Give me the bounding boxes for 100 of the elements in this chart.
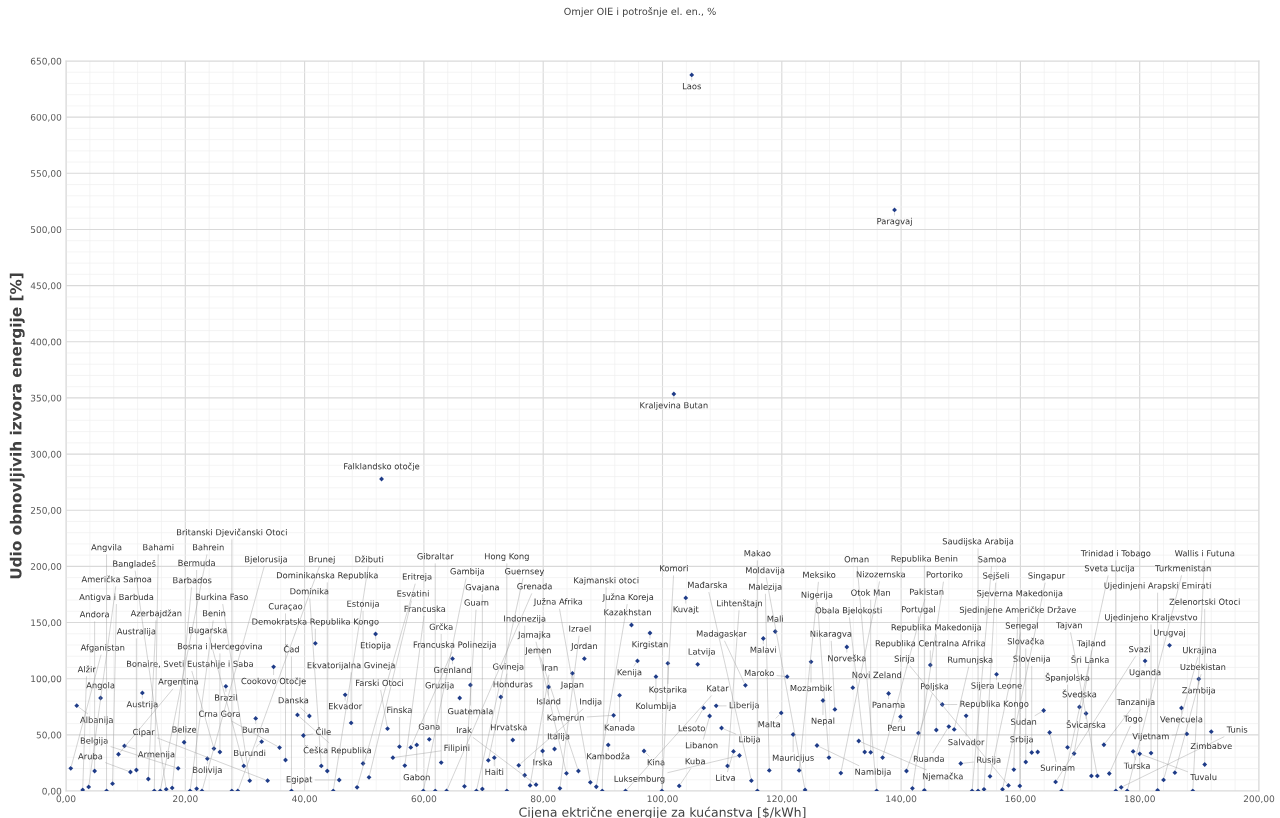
data-label: Bosna i Hercegovina: [177, 642, 262, 652]
data-label: Luksemburg: [614, 775, 665, 784]
data-label: Češka Republika: [303, 745, 371, 755]
data-label: Uganda: [1129, 668, 1161, 677]
data-label: Belize: [172, 726, 197, 733]
data-label: Turska: [1123, 762, 1150, 769]
data-label: Peru: [888, 724, 906, 732]
data-label: Bahrein: [193, 543, 224, 551]
data-label: Cipar: [133, 728, 155, 737]
data-label: Etiopija: [360, 641, 391, 650]
data-label: Norveška: [828, 654, 866, 662]
data-label: Južna Afrika: [533, 597, 583, 607]
data-label: Burma: [242, 726, 269, 733]
data-label: Meksiko: [803, 571, 836, 578]
data-label: Francuska: [404, 605, 446, 612]
data-label: Sejšeli: [983, 571, 1009, 581]
data-label: Grenada: [517, 582, 552, 590]
y-tick-label: 650,00: [30, 57, 62, 66]
data-label: Vijetnam: [1132, 732, 1169, 741]
chart-title: Omjer OIE i potrošnje el. en., %: [564, 7, 716, 17]
data-label: Trinidad i Tobago: [1080, 549, 1151, 558]
data-label: Nikaragva: [810, 630, 852, 639]
y-tick-label: 350,00: [30, 394, 62, 403]
data-label: Ekvador: [329, 702, 363, 710]
data-label: Mauricijus: [772, 754, 814, 763]
data-label: Kina: [647, 758, 665, 766]
data-label: Dominikanska Republika: [276, 571, 378, 581]
data-label: Čile: [316, 727, 331, 735]
data-label: Guatemala: [447, 707, 493, 715]
data-label: Rusija: [977, 756, 1001, 765]
data-label: Guam: [464, 599, 489, 606]
x-tick-label: 160,00: [1005, 795, 1036, 804]
x-tick-label: 140,00: [886, 795, 917, 804]
data-label: Eritreja: [402, 573, 432, 582]
data-label: Oman: [844, 556, 869, 563]
data-label: Argentina: [158, 678, 199, 687]
data-label: Novi Zeland: [852, 671, 902, 679]
data-label: Gruzija: [425, 681, 454, 691]
data-label: Kazakhstan: [604, 608, 651, 616]
data-label: Kuba: [685, 757, 705, 765]
data-label: Komori: [660, 564, 688, 572]
data-label: Južna Koreja: [602, 593, 654, 602]
data-label: Cookovo Otočje: [241, 677, 306, 686]
data-label: Zambija: [1182, 686, 1215, 696]
data-label: Dominika: [290, 587, 329, 595]
data-label: Surinam: [1040, 764, 1075, 771]
data-label: Bolivija: [193, 766, 222, 775]
data-label: Bahami: [143, 543, 174, 551]
data-label: Guernsey: [504, 568, 545, 576]
data-label: Crna Gora: [198, 710, 240, 717]
data-label: Libija: [739, 735, 760, 744]
data-label: Njemačka: [922, 772, 963, 782]
data-label: Uzbekistan: [1180, 663, 1226, 671]
data-label: Albanija: [80, 716, 113, 725]
data-label: Katar: [707, 685, 729, 692]
data-label: Singapur: [1028, 572, 1066, 581]
data-label: Laos: [682, 83, 701, 90]
data-label: Obala Bjelokosti: [815, 606, 882, 616]
y-tick-label: 100,00: [31, 675, 62, 684]
data-label: Urugvaj: [1154, 629, 1185, 638]
data-label: Jamajka: [517, 631, 551, 640]
data-label: Srbija: [1010, 735, 1033, 745]
data-label: Gambija: [450, 567, 484, 576]
data-label: Sirija: [894, 655, 915, 664]
data-label: Angola: [86, 681, 115, 691]
data-label: Haiti: [485, 768, 504, 776]
data-label: Republika Makedonija: [891, 623, 981, 633]
data-label: Lesoto: [678, 725, 705, 732]
data-label: Ujedinjeni Arapski Emirati: [1104, 582, 1211, 591]
data-label: Japan: [560, 681, 584, 690]
data-label: Aruba: [78, 752, 103, 760]
data-label: Moldavija: [746, 566, 785, 575]
data-label: Honduras: [493, 680, 533, 688]
data-label: Kraljevina Butan: [640, 401, 708, 410]
data-label: Španjolska: [1045, 672, 1090, 683]
data-label: Finska: [387, 706, 412, 714]
data-label: Brazil: [215, 694, 237, 701]
data-label: Švedska: [1062, 689, 1097, 698]
data-label: Zimbabve: [1190, 742, 1232, 750]
data-label: Makao: [744, 549, 771, 557]
data-label: Togo: [1123, 715, 1143, 724]
data-label: Bugarska: [189, 626, 227, 635]
data-label: Curaçao: [268, 603, 303, 611]
y-tick-label: 150,00: [31, 619, 62, 628]
data-label: Gvineja: [493, 663, 524, 672]
y-tick-label: 450,00: [30, 282, 62, 291]
data-label: Tanzanija: [1116, 698, 1155, 707]
data-label: Alžir: [77, 665, 96, 673]
data-label: Bonaire, Sveti Eustahije i Saba: [127, 660, 253, 669]
data-label: Hrvatska: [491, 723, 527, 731]
data-label: Austrija: [126, 700, 158, 709]
data-label: Republika Kongo: [960, 700, 1029, 709]
data-label: Sjeverna Makedonija: [977, 589, 1063, 598]
data-label: Šri Lanka: [1071, 655, 1109, 663]
data-label: Nigerija: [801, 591, 833, 600]
data-label: Paragvaj: [877, 217, 912, 226]
data-label: Tajvan: [1056, 621, 1082, 630]
data-label: Gvajana: [465, 583, 499, 592]
data-label: Liberija: [729, 701, 759, 710]
data-label: Švicarska: [1066, 720, 1106, 728]
